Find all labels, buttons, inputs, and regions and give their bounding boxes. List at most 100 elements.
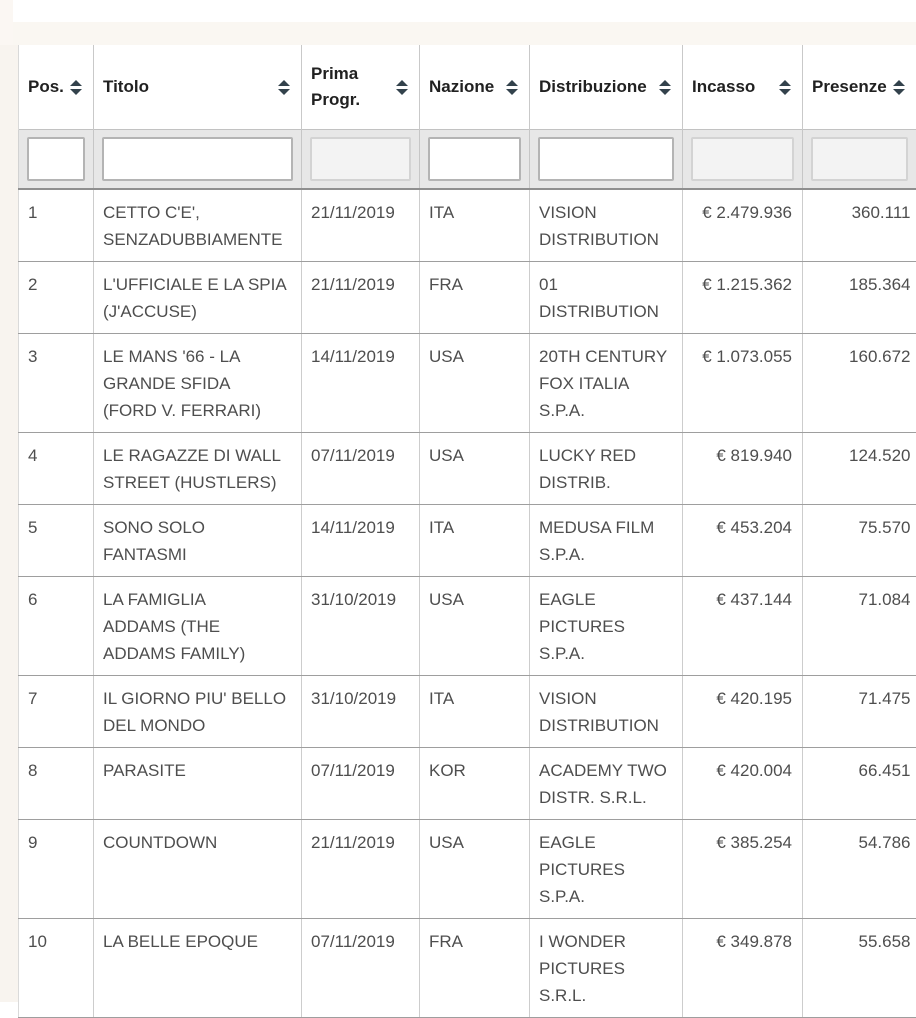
filter-input-distribuzione[interactable] <box>538 137 674 181</box>
sort-icon <box>779 79 791 95</box>
cell-titolo: PARASITE <box>93 747 302 820</box>
filter-input-prima-progr <box>310 137 411 181</box>
cell-presenze: 54.786 <box>802 819 916 919</box>
cell-pos-text: 7 <box>28 689 38 708</box>
filter-input-pos[interactable] <box>27 137 85 181</box>
cell-prima-progr-text: 21/11/2019 <box>311 833 395 852</box>
cell-distribuzione-text: EAGLE PICTURES S.P.A. <box>539 590 625 663</box>
cell-presenze-text: 124.520 <box>849 446 911 465</box>
cell-distribuzione-text: VISION DISTRIBUTION <box>539 689 659 735</box>
cell-incasso: € 819.940 <box>682 432 803 505</box>
column-label-pos: Pos. <box>28 77 64 96</box>
cell-incasso-text: € 437.144 <box>716 590 792 609</box>
cell-nazione: USA <box>419 432 530 505</box>
cell-prima-progr-text: 07/11/2019 <box>311 932 395 951</box>
cell-incasso: € 1.215.362 <box>682 261 803 334</box>
cell-distribuzione-text: 01 DISTRIBUTION <box>539 275 659 321</box>
filter-cell-presenze <box>802 129 916 190</box>
column-header-distribuzione[interactable]: Distribuzione <box>529 45 683 130</box>
cell-presenze: 360.111 <box>802 189 916 262</box>
cell-incasso-text: € 1.073.055 <box>702 347 792 366</box>
sort-icon <box>278 79 290 95</box>
cell-distribuzione: LUCKY RED DISTRIB. <box>529 432 683 505</box>
cell-titolo-text: LA BELLE EPOQUE <box>103 932 258 951</box>
cell-pos: 9 <box>18 819 94 919</box>
cell-incasso-text: € 819.940 <box>716 446 792 465</box>
table-row: 6 LA FAMIGLIA ADDAMS (THE ADDAMS FAMILY) 3… <box>18 576 916 676</box>
cell-distribuzione-text: MEDUSA FILM S.P.A. <box>539 518 655 564</box>
sort-icon <box>659 79 671 95</box>
cell-distribuzione: I WONDER PICTURES S.R.L. <box>529 918 683 1018</box>
cell-incasso-text: € 385.254 <box>716 833 792 852</box>
cell-presenze: 71.475 <box>802 675 916 748</box>
table-row: 4 LE RAGAZZE DI WALL STREET (HUSTLERS) 07/… <box>18 432 916 505</box>
table-row: 2 L'UFFICIALE E LA SPIA (J'ACCUSE) 21/11/2… <box>18 261 916 334</box>
column-header-pos[interactable]: Pos. <box>18 45 94 130</box>
cell-presenze-text: 71.475 <box>858 689 911 708</box>
cell-nazione-text: ITA <box>429 518 455 537</box>
cell-titolo-text: IL GIORNO PIU' BELLO DEL MONDO <box>103 689 287 735</box>
sort-icon <box>396 79 408 95</box>
filter-cell-prima-progr <box>301 129 420 190</box>
cell-prima-progr-text: 21/11/2019 <box>311 203 395 222</box>
column-label-prima-progr: Prima Progr. <box>311 64 361 109</box>
cell-prima-progr: 07/11/2019 <box>301 918 420 1018</box>
filter-input-nazione[interactable] <box>428 137 521 181</box>
cell-incasso-text: € 453.204 <box>716 518 792 537</box>
cell-prima-progr-text: 21/11/2019 <box>311 275 395 294</box>
cell-prima-progr-text: 14/11/2019 <box>311 347 395 366</box>
filter-cell-nazione <box>419 129 530 190</box>
cell-nazione: USA <box>419 576 530 676</box>
cell-pos-text: 2 <box>28 275 38 294</box>
cell-pos-text: 8 <box>28 761 38 780</box>
box-office-table: Pos. Titolo Prima Progr. Nazione Distribuzio… <box>18 45 916 1018</box>
cell-incasso: € 1.073.055 <box>682 333 803 433</box>
column-header-presenze[interactable]: Presenze <box>802 45 916 130</box>
cell-distribuzione: ACADEMY TWO DISTR. S.R.L. <box>529 747 683 820</box>
cell-titolo-text: SONO SOLO FANTASMI <box>103 518 206 564</box>
cell-nazione-text: USA <box>429 833 464 852</box>
cell-distribuzione-text: 20TH CENTURY FOX ITALIA S.P.A. <box>539 347 668 420</box>
cell-incasso-text: € 1.215.362 <box>702 275 792 294</box>
filter-input-titolo[interactable] <box>102 137 293 181</box>
cell-nazione-text: FRA <box>429 275 463 294</box>
table-filter-row <box>18 129 916 190</box>
cell-nazione: ITA <box>419 504 530 577</box>
top-margin-band <box>0 22 916 45</box>
column-label-nazione: Nazione <box>429 77 495 96</box>
cell-prima-progr: 21/11/2019 <box>301 261 420 334</box>
cell-distribuzione-text: VISION DISTRIBUTION <box>539 203 659 249</box>
cell-prima-progr-text: 07/11/2019 <box>311 761 395 780</box>
cell-presenze: 55.658 <box>802 918 916 1018</box>
cell-nazione-text: USA <box>429 347 464 366</box>
cell-titolo-text: COUNTDOWN <box>103 833 218 852</box>
cell-pos: 8 <box>18 747 94 820</box>
column-header-prima-progr[interactable]: Prima Progr. <box>301 45 420 130</box>
cell-prima-progr-text: 31/10/2019 <box>311 689 397 708</box>
column-header-titolo[interactable]: Titolo <box>93 45 302 130</box>
cell-titolo-text: LE RAGAZZE DI WALL STREET (HUSTLERS) <box>103 446 281 492</box>
column-label-incasso: Incasso <box>692 77 756 96</box>
cell-presenze-text: 66.451 <box>858 761 911 780</box>
cell-prima-progr: 14/11/2019 <box>301 333 420 433</box>
cell-presenze-text: 185.364 <box>849 275 911 294</box>
cell-pos-text: 6 <box>28 590 38 609</box>
column-label-presenze: Presenze <box>812 77 887 96</box>
cell-distribuzione-text: I WONDER PICTURES S.R.L. <box>539 932 626 1005</box>
table-row: 5 SONO SOLO FANTASMI 14/11/2019 ITA MEDUSA F… <box>18 504 916 577</box>
cell-titolo: LA BELLE EPOQUE <box>93 918 302 1018</box>
cell-nazione-text: USA <box>429 590 464 609</box>
cell-titolo: LA FAMIGLIA ADDAMS (THE ADDAMS FAMILY) <box>93 576 302 676</box>
sort-icon <box>506 79 518 95</box>
cell-titolo: COUNTDOWN <box>93 819 302 919</box>
cell-nazione-text: ITA <box>429 689 455 708</box>
cell-pos-text: 3 <box>28 347 38 366</box>
cell-pos: 5 <box>18 504 94 577</box>
filter-cell-pos <box>18 129 94 190</box>
cell-presenze: 71.084 <box>802 576 916 676</box>
cell-pos: 3 <box>18 333 94 433</box>
column-header-incasso[interactable]: Incasso <box>682 45 803 130</box>
column-header-nazione[interactable]: Nazione <box>419 45 530 130</box>
cell-nazione-text: FRA <box>429 932 463 951</box>
cell-pos: 6 <box>18 576 94 676</box>
